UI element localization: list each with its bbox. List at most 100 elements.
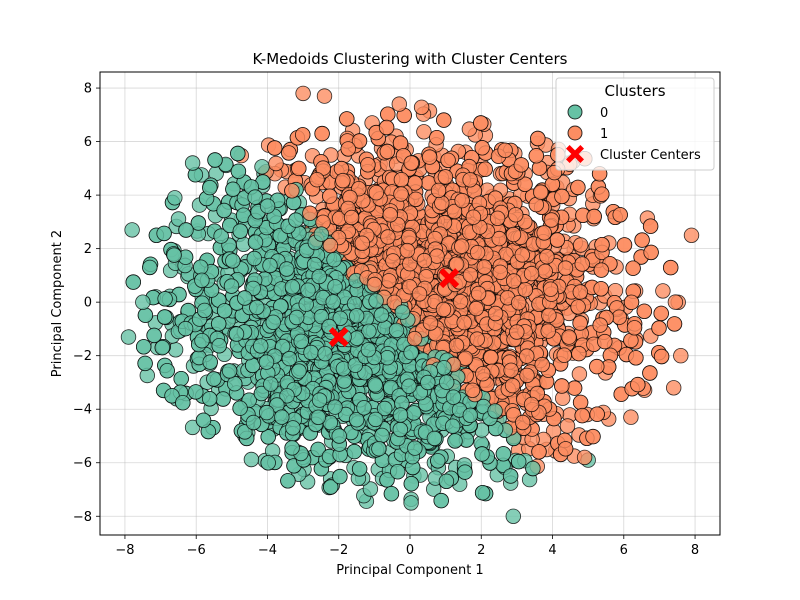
- data-point-cluster-1: [630, 376, 646, 393]
- data-point-cluster-0: [263, 376, 279, 392]
- data-point-cluster-1: [474, 140, 490, 156]
- data-point-cluster-0: [156, 225, 172, 242]
- data-point-cluster-1: [380, 229, 396, 245]
- data-point-cluster-0: [392, 407, 409, 423]
- data-point-cluster-0: [284, 440, 300, 456]
- data-point-cluster-1: [489, 210, 506, 227]
- data-point-cluster-1: [531, 444, 547, 460]
- data-point-cluster-1: [515, 414, 531, 431]
- data-point-cluster-1: [454, 192, 470, 209]
- data-point-cluster-1: [462, 267, 479, 283]
- data-point-cluster-1: [487, 305, 504, 322]
- data-point-cluster-1: [382, 207, 398, 223]
- data-point-cluster-0: [326, 252, 342, 268]
- data-point-cluster-0: [279, 261, 295, 277]
- data-point-cluster-1: [667, 294, 684, 310]
- data-point-cluster-0: [206, 371, 222, 387]
- data-point-cluster-0: [379, 350, 396, 366]
- data-point-cluster-1: [570, 299, 586, 315]
- data-point-cluster-0: [259, 198, 276, 214]
- data-point-cluster-0: [243, 451, 260, 468]
- data-point-cluster-0: [285, 420, 301, 436]
- data-point-cluster-0: [447, 433, 463, 449]
- data-point-cluster-0: [216, 303, 233, 319]
- data-point-cluster-0: [388, 322, 405, 339]
- data-point-cluster-1: [554, 378, 570, 394]
- data-point-cluster-0: [433, 492, 449, 509]
- data-point-cluster-0: [438, 473, 455, 490]
- data-point-cluster-0: [284, 279, 301, 295]
- data-point-cluster-1: [429, 129, 445, 146]
- data-point-cluster-0: [392, 421, 409, 438]
- data-point-cluster-1: [543, 212, 560, 228]
- data-point-cluster-0: [166, 247, 182, 263]
- data-point-cluster-0: [225, 253, 241, 269]
- data-point-cluster-1: [625, 260, 641, 276]
- data-point-cluster-1: [505, 226, 522, 243]
- data-point-cluster-1: [340, 141, 356, 157]
- data-point-cluster-0: [495, 446, 512, 462]
- data-point-cluster-1: [408, 191, 424, 208]
- data-point-cluster-0: [258, 354, 275, 370]
- data-point-cluster-1: [593, 262, 610, 278]
- data-point-cluster-0: [325, 294, 341, 310]
- data-point-cluster-1: [465, 209, 482, 225]
- data-point-cluster-1: [519, 367, 535, 384]
- data-point-cluster-1: [416, 124, 432, 140]
- data-point-cluster-0: [511, 453, 527, 470]
- data-point-cluster-0: [371, 441, 387, 457]
- data-point-cluster-1: [339, 111, 355, 127]
- data-point-cluster-1: [651, 320, 667, 336]
- data-point-cluster-1: [539, 248, 555, 265]
- data-point-cluster-1: [368, 184, 385, 201]
- data-point-cluster-0: [331, 428, 347, 444]
- data-point-cluster-1: [437, 169, 454, 185]
- data-point-cluster-1: [536, 225, 552, 241]
- data-point-cluster-1: [513, 157, 530, 173]
- data-point-cluster-1: [571, 366, 588, 382]
- data-point-cluster-0: [178, 222, 194, 238]
- data-point-cluster-1: [448, 256, 465, 272]
- data-point-cluster-0: [313, 226, 330, 242]
- data-point-cluster-1: [473, 115, 489, 131]
- data-point-cluster-0: [232, 400, 248, 416]
- data-point-cluster-1: [666, 316, 683, 332]
- data-point-cluster-0: [245, 414, 262, 431]
- data-point-cluster-1: [268, 155, 284, 172]
- data-point-cluster-0: [349, 308, 365, 324]
- data-point-cluster-0: [225, 181, 241, 198]
- data-point-cluster-1: [611, 309, 628, 325]
- data-point-cluster-1: [572, 284, 589, 300]
- data-point-cluster-1: [454, 238, 470, 254]
- data-point-cluster-1: [533, 184, 549, 200]
- data-point-cluster-1: [302, 205, 318, 222]
- data-point-cluster-1: [403, 155, 420, 171]
- data-point-cluster-1: [523, 396, 540, 413]
- data-point-cluster-1: [653, 305, 669, 322]
- data-point-cluster-1: [557, 441, 574, 457]
- data-point-cluster-1: [523, 265, 540, 282]
- data-point-cluster-0: [373, 307, 390, 323]
- data-point-cluster-0: [368, 411, 384, 428]
- data-point-cluster-0: [175, 395, 191, 411]
- data-point-cluster-0: [383, 486, 400, 502]
- data-point-cluster-1: [589, 358, 605, 375]
- data-point-cluster-1: [571, 345, 587, 362]
- data-point-cluster-0: [223, 278, 240, 294]
- data-point-cluster-1: [642, 218, 659, 234]
- data-point-cluster-1: [653, 348, 670, 365]
- data-point-cluster-0: [232, 223, 249, 239]
- data-point-cluster-0: [346, 443, 363, 460]
- data-point-cluster-0: [406, 405, 422, 421]
- data-point-cluster-1: [378, 119, 395, 136]
- data-point-cluster-0: [462, 407, 479, 424]
- data-point-cluster-0: [249, 299, 265, 316]
- data-point-cluster-0: [394, 304, 411, 320]
- data-point-cluster-1: [586, 208, 602, 225]
- data-point-cluster-0: [228, 326, 245, 342]
- data-point-cluster-1: [623, 294, 640, 311]
- data-point-cluster-1: [597, 333, 613, 350]
- data-point-cluster-1: [476, 259, 493, 275]
- data-point-cluster-0: [230, 145, 246, 162]
